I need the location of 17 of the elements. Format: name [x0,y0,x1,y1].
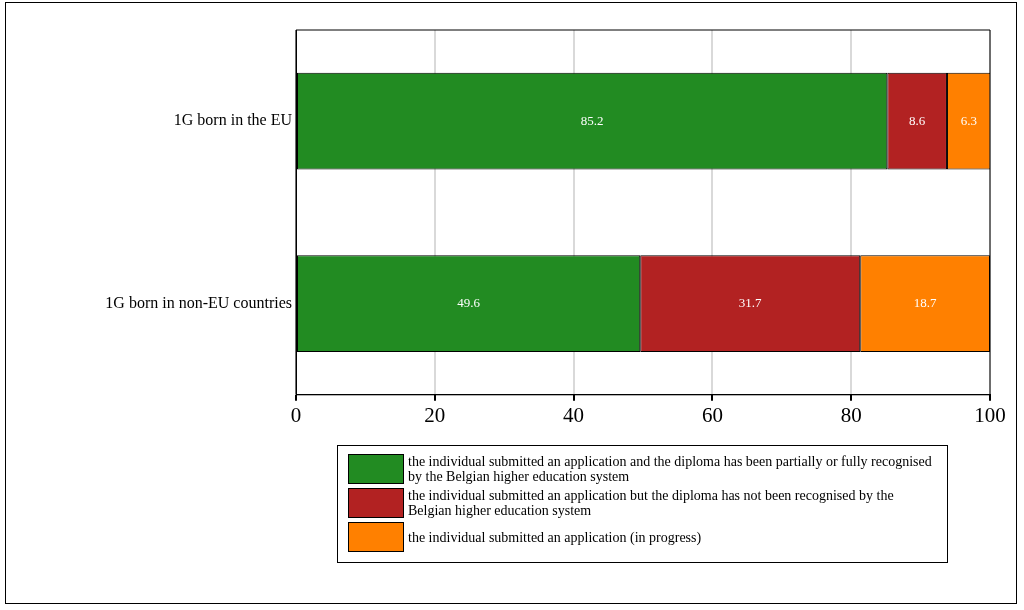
x-tick-label: 0 [290,402,302,427]
legend-label: the individual submitted an application and the diploma has been partially or fully recognised by the Belgian higher education system [408,454,933,484]
data-label: 8.6 [909,112,926,128]
y-tick-label: 1G born in the EU [173,111,293,129]
x-tick-label: 20 [424,402,446,427]
legend-label: the individual submitted an application but the diploma has not been recognised by the Belgian higher education system [408,488,895,518]
data-label: 18.7 [913,295,937,311]
data-label: 31.7 [738,295,763,311]
x-tick-label: 40 [563,402,585,427]
x-tick-label: 100 [974,402,1006,427]
data-label: 85.2 [580,112,604,128]
data-label: 6.3 [960,112,977,128]
x-tick-label: 80 [840,402,862,427]
y-tick-label: 1G born in non-EU countries [105,293,292,311]
x-tick-label: 60 [701,402,723,427]
legend-label: the individual submitted an application (in progress) [408,529,702,545]
data-label: 49.6 [457,295,481,311]
